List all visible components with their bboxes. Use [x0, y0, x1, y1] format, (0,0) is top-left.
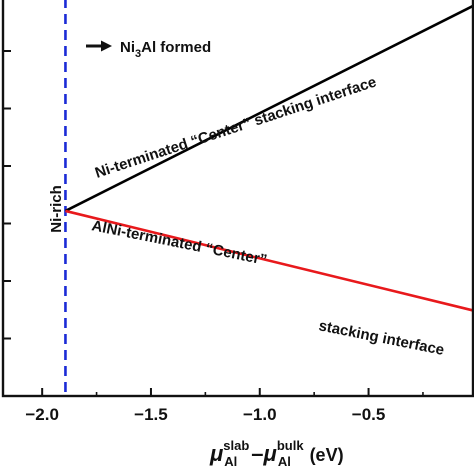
x-tick-label: −1.0	[243, 405, 277, 424]
x-tick-label: −1.5	[134, 405, 168, 424]
red-line-label-2: stacking interface	[317, 317, 445, 359]
ni-rich-label: Ni-rich	[48, 185, 65, 233]
ni-terminated-line	[64, 4, 474, 213]
x-tick-label: −0.5	[352, 405, 386, 424]
arrow-right-icon	[101, 40, 112, 52]
ni3al-annotation: Ni3Al formed	[86, 39, 211, 60]
x-tick-label: −2.0	[25, 405, 59, 424]
x-axis-title: μAlslab–μAlbulk (eV)	[209, 438, 344, 469]
ni3al-label: Ni3Al formed	[120, 39, 211, 60]
red-line-label-1: AlNi-terminated “Center”	[90, 217, 268, 269]
plot-frame	[1, 0, 474, 398]
black-line-label: Ni-terminated “Center” stacking interfac…	[93, 73, 379, 181]
alni-terminated-line	[65, 209, 474, 312]
